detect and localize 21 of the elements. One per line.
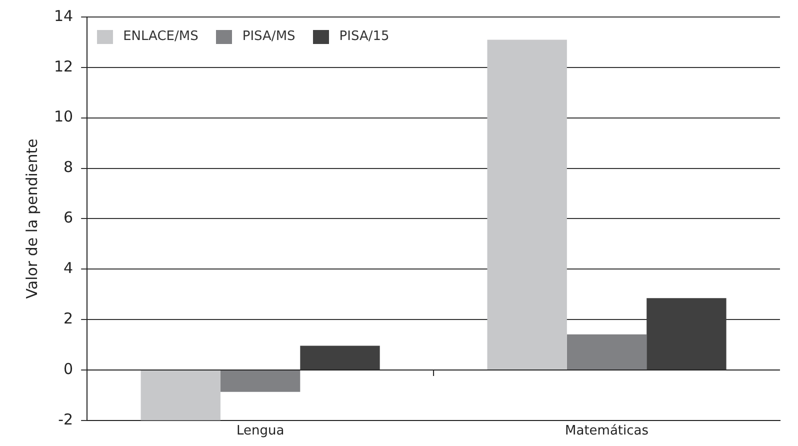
bar — [220, 370, 300, 392]
bar — [487, 40, 567, 370]
legend-label: PISA/MS — [242, 29, 296, 44]
y-tick-label: 8 — [64, 158, 74, 176]
y-tick-label: 0 — [64, 360, 74, 378]
y-axis-title: Valor de la pendiente — [22, 138, 41, 299]
bar — [646, 298, 726, 370]
x-tick-label: Matemáticas — [565, 424, 649, 439]
bar — [140, 370, 220, 420]
y-tick-label: 10 — [54, 108, 74, 126]
x-tick-label: Lengua — [236, 424, 284, 439]
y-tick-label: 6 — [64, 208, 74, 227]
bar — [300, 346, 380, 370]
y-tick-label: 2 — [64, 309, 74, 328]
y-tick-label: -2 — [58, 410, 74, 428]
bar — [566, 334, 647, 370]
y-tick-label: 14 — [54, 6, 74, 25]
y-tick-label: 4 — [64, 259, 74, 278]
legend-label: PISA/15 — [339, 29, 390, 44]
legend-label: ENLACE/MS — [123, 29, 198, 44]
y-tick-label: 12 — [54, 57, 74, 76]
